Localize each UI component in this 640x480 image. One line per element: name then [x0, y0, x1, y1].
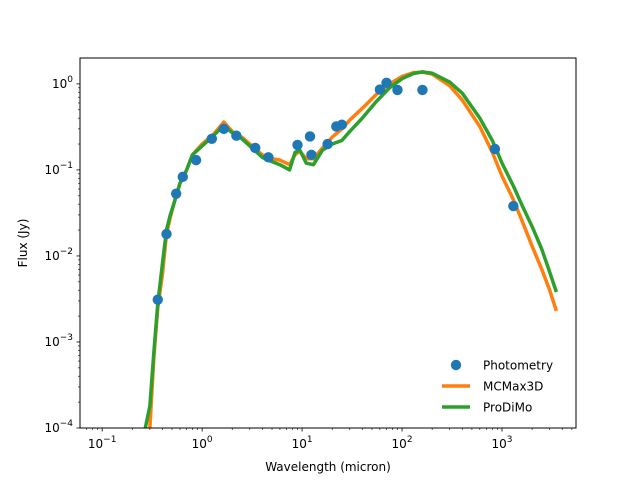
photometry-point [170, 188, 182, 199]
y-tick-label: 10−4 [44, 419, 73, 435]
x-axis-label: Wavelength (micron) [265, 460, 391, 474]
photometry-point [152, 294, 163, 305]
photometry-point [392, 84, 403, 96]
y-axis-label: Flux (Jy) [16, 219, 30, 268]
legend: Photometry MCMax3D ProDiMo [442, 359, 553, 415]
photometry-point [381, 77, 392, 88]
plot-frame [79, 57, 577, 429]
legend-label-prodimo: ProDiMo [483, 401, 532, 415]
photometry-point [304, 131, 316, 142]
x-tick-label: 103 [491, 435, 512, 451]
photometry-point [306, 149, 317, 160]
photometry-point [322, 138, 333, 150]
photometry-point [231, 130, 242, 141]
y-tick-label: 10−1 [44, 161, 73, 177]
y-tick-label: 10−2 [44, 247, 73, 263]
y-tick-label: 100 [52, 75, 73, 91]
photometry-point [218, 123, 230, 135]
legend-label-photometry: Photometry [483, 359, 553, 373]
x-tick-label: 100 [192, 435, 213, 451]
y-tick-label: 10−3 [44, 333, 73, 349]
photometry-point [206, 133, 218, 144]
legend-marker-photometry [450, 359, 462, 371]
x-tick-label: 101 [292, 435, 313, 451]
photometry-point [417, 84, 428, 96]
photometry-point [508, 200, 519, 212]
x-tick-label: 102 [392, 435, 413, 451]
legend-label-mcmax3d: MCMax3D [483, 380, 543, 394]
photometry-point [374, 84, 386, 95]
photometry-point [263, 152, 274, 163]
photometry-point [161, 228, 172, 240]
photometry-point [250, 142, 261, 154]
x-tick-label: 10−1 [88, 435, 117, 451]
photometry-point [190, 154, 202, 166]
photometry-point [489, 143, 501, 155]
photometry-point [292, 139, 303, 151]
photometry-point [177, 171, 188, 183]
photometry-point [336, 119, 348, 130]
